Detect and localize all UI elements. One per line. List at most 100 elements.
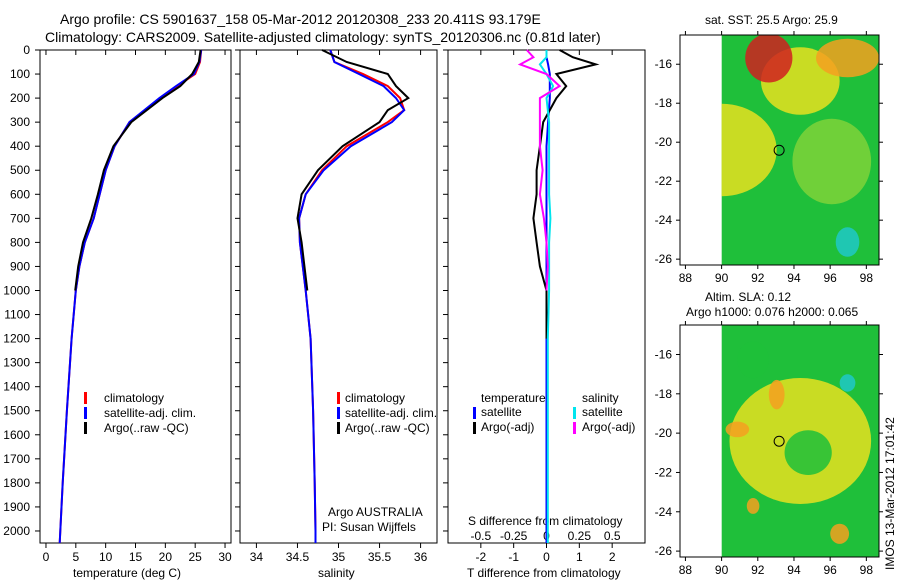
legend-label-argo: Argo(..raw -QC) (345, 421, 430, 435)
legend-temperature: climatology satellite-adj. clim. Argo(..… (84, 391, 196, 435)
y-tick-label: -24 (655, 213, 673, 227)
heatmap-region (721, 103, 777, 197)
x-tick-label: 34.5 (286, 550, 310, 564)
x-tick-label: 15 (129, 550, 143, 564)
x2-tick-label: -0.25 (500, 529, 528, 543)
salinity-series-argo-raw-qc- (296, 49, 410, 291)
legend-label-clim: climatology (345, 391, 405, 405)
x-tick-label: 90 (715, 271, 729, 285)
pi-text: PI: Susan Wijffels (322, 520, 416, 534)
argo-location-marker (773, 435, 785, 447)
y-tick-label: 1000 (3, 283, 30, 297)
y-tick-label: 700 (10, 211, 30, 225)
legend-swatch-s-argo (573, 422, 576, 434)
x-tick-label: -2 (475, 550, 486, 564)
y-tick-label: 1600 (3, 428, 30, 442)
sla-frame (679, 324, 880, 558)
y-tick-label: 2000 (3, 524, 30, 538)
y-tick-label: -26 (655, 252, 673, 266)
legend-swatch-sat (337, 407, 340, 419)
argo-location-marker (773, 144, 785, 156)
legend-swatch-s-sat (573, 407, 576, 419)
x-tick-label: 96 (823, 271, 837, 285)
x2-tick-label: 0.5 (604, 529, 621, 543)
y-tick-label: 900 (10, 259, 30, 273)
y-tick-label: 400 (10, 139, 30, 153)
legend-swatch-argo (84, 422, 87, 434)
y-tick-label: -22 (655, 465, 673, 479)
x-tick-label: 30 (218, 550, 232, 564)
legend-swatch-t-sat (473, 407, 476, 419)
x-tick-label: 36 (414, 550, 428, 564)
legend-s-argo: Argo(-adj) (582, 420, 635, 434)
heatmap-region (792, 118, 872, 205)
x-tick-label: 88 (679, 563, 693, 577)
y-tick-label: 1400 (3, 380, 30, 394)
differences-series-salinity-argo-adj- (517, 49, 562, 291)
y-tick-label: -18 (655, 96, 673, 110)
timestamp-stamp: IMOS 13-Mar-2012 17:01:42 (883, 417, 897, 570)
x-tick-label: 96 (823, 563, 837, 577)
y-tick-label: -20 (655, 135, 673, 149)
x-tick-label: 0 (43, 550, 50, 564)
t-diff-axis-label: T difference from climatology (467, 566, 621, 580)
y-tick-label: 100 (10, 67, 30, 81)
heatmap-region (816, 38, 879, 78)
legend-s-sat: satellite (582, 405, 623, 419)
x-tick-label: 2 (609, 550, 616, 564)
title-line-1: Argo profile: CS 5901637_158 05-Mar-2012… (60, 11, 541, 27)
y-tick-label: 1700 (3, 452, 30, 466)
temperature-series-satellite-adj-clim- (58, 49, 203, 544)
y-tick-label: 800 (10, 235, 30, 249)
legend-s-head: salinity (582, 391, 619, 405)
legend-t-head: temperature (481, 391, 546, 405)
heatmap-region (839, 374, 856, 392)
x2-tick-label: 0.25 (568, 529, 592, 543)
heatmap-region (768, 379, 785, 410)
legend-swatch-clim (84, 392, 87, 404)
legend-swatch-sat (84, 407, 87, 419)
sst-heatmap (721, 35, 879, 265)
salinity-series-satellite-adj-clim- (298, 49, 406, 543)
legend-swatch-clim (337, 392, 340, 404)
legend-label-sat: satellite-adj. clim. (104, 406, 196, 420)
x-tick-label: 98 (860, 563, 874, 577)
y-tick-label: 0 (23, 43, 30, 57)
x2-tick-label: -0.5 (470, 529, 491, 543)
legend-differences: temperature salinity satellite Argo(-adj… (473, 391, 635, 434)
y-tick-label: -20 (655, 426, 673, 440)
legend-label-sat: satellite-adj. clim. (345, 406, 437, 420)
differences-series-temperature-satellite (545, 50, 551, 543)
y-tick-label: -16 (655, 347, 673, 361)
y-tick-label: 600 (10, 187, 30, 201)
heatmap-region (745, 35, 793, 83)
y-tick-label: 500 (10, 163, 30, 177)
heatmap-region (835, 227, 860, 257)
legend-t-sat: satellite (481, 405, 522, 419)
y-tick-label: 1100 (4, 308, 30, 322)
x-tick-label: 35 (332, 550, 346, 564)
heatmap-region (725, 421, 750, 438)
sla-title-1: Altim. SLA: 0.12 (705, 290, 791, 304)
x-tick-label: 88 (679, 271, 693, 285)
y-tick-label: 300 (10, 115, 30, 129)
x-tick-label: 10 (99, 550, 113, 564)
x-tick-label: -1 (508, 550, 519, 564)
x-tick-label: 0 (543, 550, 550, 564)
credit-text: Argo AUSTRALIA (328, 505, 423, 519)
y-tick-label: 1200 (3, 332, 30, 346)
x-tick-label: 90 (715, 563, 729, 577)
sst-frame (679, 34, 880, 266)
sst-title: sat. SST: 25.5 Argo: 25.9 (705, 13, 838, 27)
legend-label-clim: climatology (104, 391, 164, 405)
y-tick-label: 200 (10, 91, 30, 105)
legend-t-argo: Argo(-adj) (481, 420, 534, 434)
legend-label-argo: Argo(..raw -QC) (104, 421, 189, 435)
title-line-2: Climatology: CARS2009. Satellite-adjuste… (45, 29, 601, 45)
differences-series-temperature-argo-adj- (532, 49, 600, 339)
x-tick-label: 92 (751, 271, 765, 285)
legend-salinity: climatology satellite-adj. clim. Argo(..… (337, 391, 437, 435)
y-tick-label: -24 (655, 505, 673, 519)
